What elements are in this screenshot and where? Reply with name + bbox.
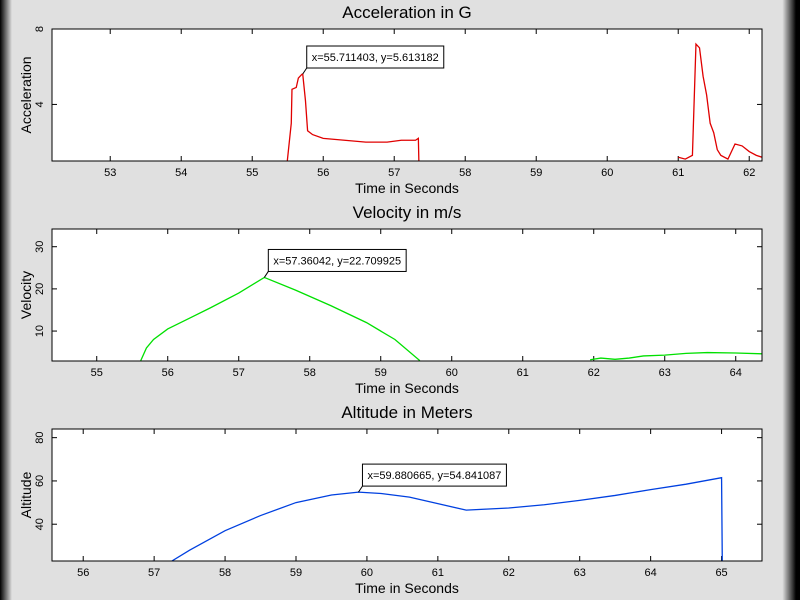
data-line [286, 42, 762, 161]
y-axis-label: Acceleration [18, 56, 34, 133]
y-tick-label: 30 [34, 241, 46, 253]
x-axis-label: Time in Seconds [355, 180, 459, 196]
x-tick-label: 60 [361, 567, 373, 579]
x-tick-label: 62 [743, 167, 755, 179]
annotation-pointer [358, 485, 363, 493]
y-tick-label: 80 [34, 432, 46, 444]
x-tick-label: 62 [503, 567, 515, 579]
annotation-pointer [302, 67, 308, 75]
subplot: Altitude in Meters Time in Seconds Altitud… [18, 403, 763, 596]
y-tick-label: 60 [34, 475, 46, 487]
annotation-box [267, 248, 407, 272]
y-tick-label: 10 [34, 325, 46, 337]
x-tick-label: 59 [375, 367, 387, 379]
x-tick-label: 60 [601, 167, 613, 179]
annotation-text: x=59.880665, y=54.841087 [367, 470, 501, 482]
plot-area [52, 429, 762, 561]
chart-title: Velocity in m/s [353, 203, 462, 222]
x-tick-label: 57 [388, 167, 400, 179]
y-tick-label: 40 [34, 518, 46, 530]
x-tick-label: 58 [304, 367, 316, 379]
data-line [140, 276, 762, 361]
data-line [171, 476, 723, 561]
annotation-pointer [263, 271, 269, 278]
subplot: Velocity in m/s Time in Seconds Velocity 55… [18, 203, 763, 396]
x-tick-label: 63 [574, 567, 586, 579]
x-tick-label: 56 [162, 367, 174, 379]
chart-title: Altitude in Meters [341, 403, 472, 422]
annotation-box [361, 463, 507, 487]
x-tick-label: 65 [715, 567, 727, 579]
chart-title: Acceleration in G [342, 3, 471, 22]
x-tick-label: 53 [104, 167, 116, 179]
x-tick-label: 62 [588, 367, 600, 379]
y-axis-label: Velocity [18, 271, 34, 319]
x-tick-label: 56 [317, 167, 329, 179]
plot-frame [51, 428, 763, 562]
x-axis-label: Time in Seconds [355, 380, 459, 396]
y-tick-label: 4 [34, 101, 46, 107]
x-tick-label: 64 [730, 367, 742, 379]
x-tick-label: 58 [459, 167, 471, 179]
x-tick-label: 56 [77, 567, 89, 579]
x-tick-label: 61 [432, 567, 444, 579]
x-tick-label: 61 [517, 367, 529, 379]
x-tick-label: 57 [233, 367, 245, 379]
x-tick-label: 54 [175, 167, 187, 179]
plot-frame [51, 228, 763, 362]
x-tick-label: 63 [659, 367, 671, 379]
x-tick-label: 58 [219, 567, 231, 579]
x-tick-label: 64 [645, 567, 657, 579]
x-tick-label: 59 [530, 167, 542, 179]
plot-area [52, 229, 762, 361]
y-tick-label: 20 [34, 283, 46, 295]
x-tick-label: 55 [91, 367, 103, 379]
annotation-text: x=57.36042, y=22.709925 [273, 255, 401, 267]
x-tick-label: 55 [246, 167, 258, 179]
annotation-box [306, 45, 445, 69]
x-axis-label: Time in Seconds [355, 580, 459, 596]
x-tick-label: 57 [148, 567, 160, 579]
plot-frame [51, 28, 763, 162]
annotation-text: x=55.711403, y=5.613182 [312, 52, 439, 64]
x-tick-label: 59 [290, 567, 302, 579]
x-tick-label: 60 [446, 367, 458, 379]
y-axis-label: Altitude [18, 471, 34, 518]
subplot: Acceleration in G Time in Seconds Accelera… [18, 3, 763, 196]
y-tick-label: 8 [34, 26, 46, 32]
x-tick-label: 61 [672, 167, 684, 179]
